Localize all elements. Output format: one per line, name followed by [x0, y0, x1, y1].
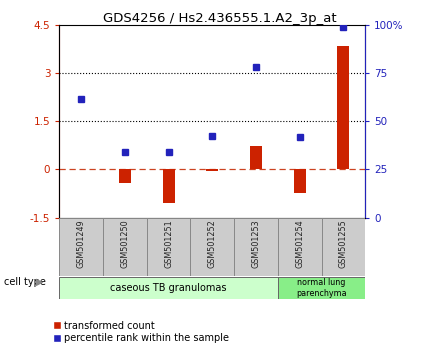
Bar — [234, 218, 278, 276]
Text: normal lung
parenchyma: normal lung parenchyma — [296, 278, 347, 298]
Bar — [75, 169, 87, 170]
Bar — [278, 277, 365, 299]
Text: GSM501254: GSM501254 — [295, 219, 304, 268]
Text: GSM501253: GSM501253 — [252, 219, 260, 268]
Text: GSM501250: GSM501250 — [121, 219, 129, 268]
Bar — [278, 218, 322, 276]
Bar — [59, 277, 278, 299]
Text: cell type: cell type — [4, 276, 46, 287]
Text: GSM501251: GSM501251 — [164, 219, 173, 268]
Bar — [250, 146, 262, 170]
Bar — [206, 170, 218, 171]
Text: ▶: ▶ — [36, 276, 44, 287]
Bar — [119, 170, 131, 183]
Bar — [163, 170, 175, 203]
Bar — [191, 218, 234, 276]
Bar — [59, 218, 103, 276]
Bar — [103, 218, 147, 276]
Text: GDS4256 / Hs2.436555.1.A2_3p_at: GDS4256 / Hs2.436555.1.A2_3p_at — [103, 12, 337, 25]
Text: GSM501252: GSM501252 — [208, 219, 217, 268]
Text: GSM501255: GSM501255 — [339, 219, 348, 268]
Bar — [337, 46, 349, 170]
Text: GSM501249: GSM501249 — [77, 219, 86, 268]
Bar — [322, 218, 365, 276]
Bar — [293, 170, 306, 193]
Text: caseous TB granulomas: caseous TB granulomas — [110, 283, 227, 293]
Bar — [147, 218, 191, 276]
Legend: transformed count, percentile rank within the sample: transformed count, percentile rank withi… — [49, 317, 233, 347]
